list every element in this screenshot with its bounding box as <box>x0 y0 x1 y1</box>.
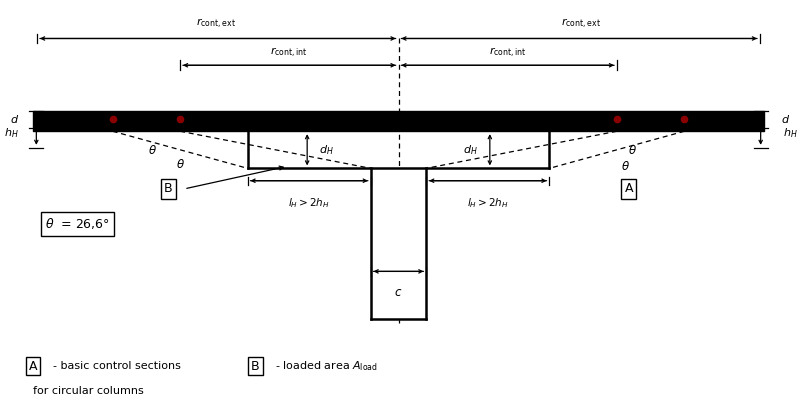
Text: B: B <box>164 183 173 195</box>
Text: $d$: $d$ <box>10 113 19 125</box>
Text: $l_H > 2h_H$: $l_H > 2h_H$ <box>288 196 330 210</box>
Text: - loaded area $A_\mathrm{load}$: - loaded area $A_\mathrm{load}$ <box>275 359 378 373</box>
Text: $r_\mathrm{cont,int}$: $r_\mathrm{cont,int}$ <box>489 45 526 59</box>
Text: - basic control sections: - basic control sections <box>53 361 181 371</box>
Text: $l_H > 2h_H$: $l_H > 2h_H$ <box>467 196 509 210</box>
Text: $\theta$: $\theta$ <box>621 160 630 173</box>
Text: A: A <box>29 360 38 373</box>
Text: $r_\mathrm{cont,ext}$: $r_\mathrm{cont,ext}$ <box>196 17 236 31</box>
Text: $d_H$: $d_H$ <box>319 143 334 157</box>
Text: $\theta$: $\theta$ <box>148 144 158 156</box>
Text: $d$: $d$ <box>781 113 790 125</box>
Text: $r_\mathrm{cont,ext}$: $r_\mathrm{cont,ext}$ <box>562 17 601 31</box>
Text: B: B <box>251 360 260 373</box>
Text: $c$: $c$ <box>394 286 402 299</box>
Text: A: A <box>625 183 633 195</box>
Text: $\theta$  = 26,6°: $\theta$ = 26,6° <box>45 217 110 232</box>
Polygon shape <box>247 131 550 319</box>
Text: $\theta$: $\theta$ <box>628 144 637 156</box>
Text: $d_H$: $d_H$ <box>463 143 478 157</box>
Text: $r_\mathrm{cont,int}$: $r_\mathrm{cont,int}$ <box>270 45 308 59</box>
Text: for circular columns: for circular columns <box>33 386 144 396</box>
Text: $\theta$: $\theta$ <box>176 158 185 171</box>
Text: $h_H$: $h_H$ <box>782 127 798 140</box>
Text: $h_H$: $h_H$ <box>4 127 19 140</box>
